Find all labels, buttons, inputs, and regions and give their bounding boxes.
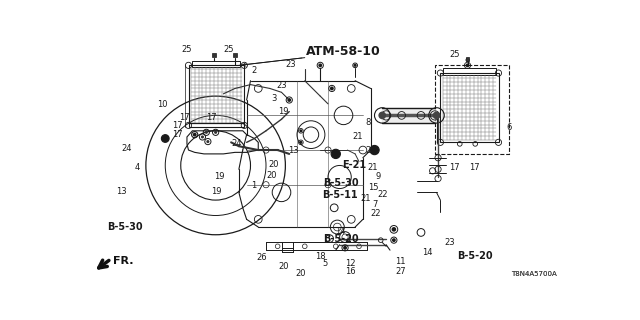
Circle shape [331, 149, 340, 158]
FancyBboxPatch shape [465, 57, 469, 61]
Text: 3: 3 [271, 94, 276, 103]
Text: B-5-30: B-5-30 [108, 222, 143, 232]
Text: 18: 18 [315, 252, 326, 261]
Text: 17: 17 [469, 163, 480, 172]
FancyBboxPatch shape [233, 53, 237, 57]
Text: ATM-58-10: ATM-58-10 [306, 45, 380, 59]
Text: T8N4A5700A: T8N4A5700A [511, 271, 557, 277]
Circle shape [343, 246, 347, 250]
Text: B-5-30: B-5-30 [323, 178, 358, 188]
Text: 21: 21 [365, 146, 376, 155]
Text: 14: 14 [422, 248, 433, 257]
Text: 24: 24 [231, 139, 242, 148]
Circle shape [330, 86, 334, 90]
Circle shape [201, 135, 204, 139]
Text: 21: 21 [360, 194, 371, 203]
Text: 22: 22 [378, 190, 388, 199]
Circle shape [214, 131, 217, 134]
Text: 11: 11 [395, 257, 406, 266]
Text: 1: 1 [251, 180, 257, 189]
Text: 9: 9 [375, 172, 380, 181]
Text: 25: 25 [181, 45, 192, 54]
Text: 26: 26 [256, 253, 267, 262]
Circle shape [205, 131, 208, 134]
Text: 17: 17 [207, 113, 217, 122]
Text: 13: 13 [289, 146, 299, 155]
Circle shape [370, 145, 379, 155]
Text: 20: 20 [278, 262, 289, 271]
Text: 6: 6 [506, 123, 511, 132]
Text: 16: 16 [346, 267, 356, 276]
Text: 7: 7 [372, 200, 378, 209]
Circle shape [193, 133, 196, 137]
Text: 23: 23 [286, 60, 296, 69]
Text: 17: 17 [449, 163, 460, 172]
Circle shape [353, 64, 356, 67]
Circle shape [287, 98, 291, 102]
Text: 19: 19 [214, 172, 225, 181]
Text: B-5-20: B-5-20 [457, 252, 493, 261]
Text: 20: 20 [296, 269, 307, 278]
Circle shape [161, 135, 169, 142]
Circle shape [378, 112, 386, 119]
Text: 22: 22 [370, 209, 381, 218]
Text: 15: 15 [367, 183, 378, 192]
Text: 21: 21 [367, 163, 378, 172]
Text: 17: 17 [172, 130, 182, 139]
Text: 17: 17 [179, 113, 190, 122]
Text: E-21: E-21 [342, 160, 366, 170]
Text: 25: 25 [449, 50, 460, 59]
Text: 25: 25 [223, 45, 234, 54]
Circle shape [318, 63, 322, 67]
Text: 23: 23 [445, 238, 455, 247]
Circle shape [433, 112, 440, 119]
Text: 20: 20 [269, 160, 279, 169]
Text: 21: 21 [353, 132, 364, 141]
Text: 8: 8 [365, 118, 371, 127]
Circle shape [392, 238, 396, 242]
Text: T8N4A5700A: T8N4A5700A [511, 271, 557, 277]
Text: 4: 4 [134, 163, 140, 172]
Circle shape [392, 227, 396, 232]
Text: 19: 19 [278, 107, 289, 116]
Circle shape [206, 140, 209, 143]
Circle shape [300, 141, 303, 144]
Circle shape [465, 63, 469, 67]
Text: 14: 14 [335, 227, 346, 236]
Circle shape [300, 129, 303, 132]
Text: 17: 17 [172, 121, 182, 130]
Text: 24: 24 [122, 144, 132, 153]
Text: 19: 19 [211, 187, 222, 196]
Text: 2: 2 [251, 66, 257, 75]
Text: 20: 20 [266, 171, 276, 180]
Text: 10: 10 [157, 100, 168, 109]
Text: B-5-20: B-5-20 [323, 234, 358, 244]
Text: 13: 13 [116, 187, 127, 196]
Text: 12: 12 [346, 259, 356, 268]
Text: 5: 5 [323, 259, 328, 268]
Text: 23: 23 [276, 81, 287, 90]
Text: 27: 27 [395, 267, 406, 276]
Text: FR.: FR. [113, 256, 134, 266]
Text: B-5-11: B-5-11 [322, 190, 358, 200]
FancyBboxPatch shape [212, 53, 216, 57]
